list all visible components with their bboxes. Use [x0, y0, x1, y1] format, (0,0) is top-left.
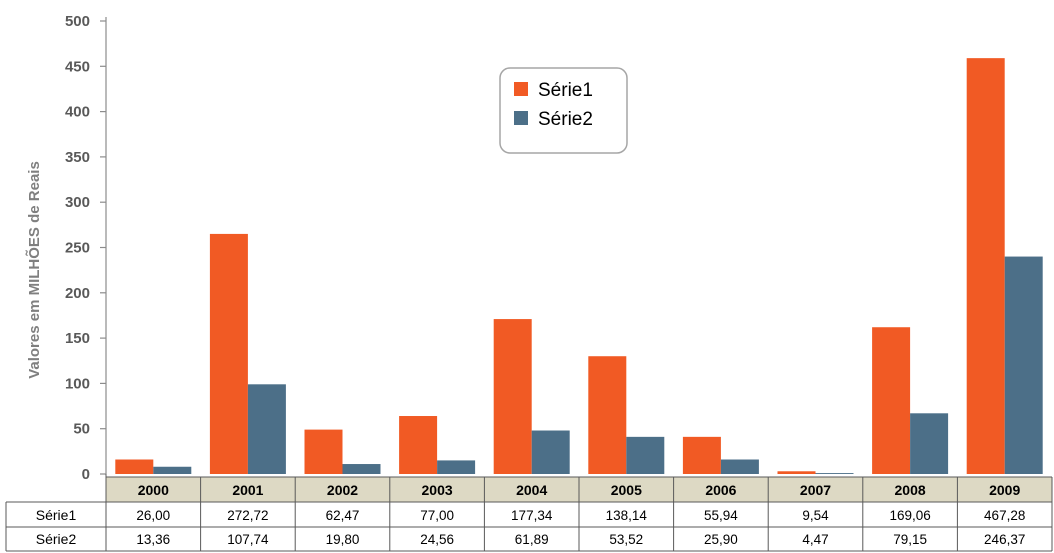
bar-1-2000: [115, 459, 154, 474]
table-cell: 13,36: [136, 532, 170, 547]
table-cell: 4,47: [802, 532, 828, 547]
bar-2-2006: [720, 459, 759, 474]
table-cell: 9,54: [802, 508, 829, 523]
table-cell: 77,00: [420, 508, 454, 523]
bar-1-2009: [966, 58, 1005, 475]
bar-2-2000: [153, 466, 192, 474]
y-tick-label: 50: [73, 421, 90, 438]
x-category-label: 2004: [516, 482, 547, 498]
bar-2-2008: [910, 413, 949, 474]
y-tick-label: 450: [65, 58, 90, 75]
y-tick-label: 500: [65, 13, 90, 30]
x-category-label: 2008: [895, 482, 926, 498]
table-cell: 53,52: [609, 532, 643, 547]
legend-label: Série2: [538, 109, 593, 130]
y-tick-label: 250: [65, 240, 90, 257]
bar-1-2008: [872, 327, 911, 474]
bar-1-2003: [399, 416, 438, 474]
y-axis-title: Valores em MILHÕES de Reais: [25, 161, 43, 379]
table-cell: 272,72: [227, 508, 268, 523]
table-cell: 24,56: [420, 532, 454, 547]
x-category-label: 2001: [232, 482, 263, 498]
table-cell: 62,47: [326, 508, 360, 523]
table-cell: 55,94: [704, 508, 738, 523]
x-category-label: 2002: [327, 482, 358, 498]
x-category-label: 2009: [989, 482, 1020, 498]
bar-2-2005: [626, 436, 665, 474]
table-row-header: Série1: [36, 507, 77, 523]
table-cell: 19,80: [326, 532, 360, 547]
x-category-label: 2006: [705, 482, 736, 498]
legend-label: Série1: [538, 80, 593, 101]
x-category-label: 2000: [138, 482, 169, 498]
y-axis: 0 50 100 150 200 250 300 350 400 450 500: [65, 13, 107, 483]
data-table: 2000 2001 2002 2003 2004 2005 2006 2007 2008 2009…: [5, 474, 1053, 552]
bar-1-2005: [588, 356, 627, 474]
bar-2-2004: [531, 430, 570, 474]
x-category-label: 2005: [611, 482, 642, 498]
bar-1-2002: [304, 429, 343, 474]
table-cell: 79,15: [893, 532, 927, 547]
y-tick-label: 400: [65, 104, 90, 121]
bar-2-2009: [1004, 256, 1043, 474]
table-cell: 169,06: [889, 508, 930, 523]
legend-box: [499, 67, 628, 154]
bar-1-2006: [682, 436, 721, 474]
table-cell: 107,74: [227, 532, 269, 547]
bar-2-2003: [437, 460, 476, 474]
table-row-header: Série2: [36, 531, 77, 547]
table-cell: 61,89: [515, 532, 549, 547]
table-cell: 246,37: [984, 532, 1025, 547]
bar-2-2001: [247, 384, 286, 474]
x-category-label: 2003: [422, 482, 453, 498]
legend-swatch: [514, 111, 528, 125]
table-cell: 26,00: [136, 508, 170, 523]
y-tick-label: 350: [65, 149, 90, 166]
x-category-label: 2007: [800, 482, 831, 498]
bar-2-2007: [815, 473, 854, 474]
y-tick-label: 0: [82, 466, 90, 483]
y-tick-label: 300: [65, 194, 90, 211]
y-tick-label: 100: [65, 375, 90, 392]
bar-1-2007: [777, 471, 816, 474]
y-tick-label: 200: [65, 285, 90, 302]
bar-1-2004: [493, 319, 532, 474]
legend-swatch: [514, 82, 528, 96]
y-tick-label: 150: [65, 330, 90, 347]
bar-1-2001: [209, 233, 248, 474]
table-cell: 138,14: [606, 508, 648, 523]
legend: Série1 Série2: [499, 67, 628, 154]
table-cell: 467,28: [984, 508, 1025, 523]
bars: [115, 58, 1043, 475]
table-cell: 25,90: [704, 532, 738, 547]
bar-2-2002: [342, 464, 381, 474]
table-cell: 177,34: [511, 508, 553, 523]
